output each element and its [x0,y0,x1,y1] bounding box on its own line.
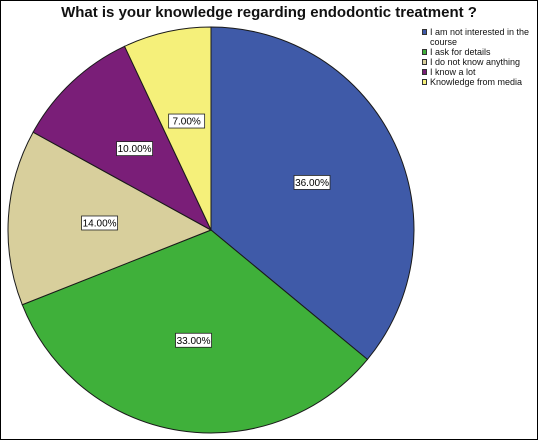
legend-label: I am not interested in the course [430,27,530,47]
legend: I am not interested in the course I ask f… [422,27,534,87]
legend-item: I ask for details [422,47,534,57]
legend-label: I know a lot [430,67,476,77]
slice-data-label: 33.00% [175,332,212,348]
pie-slice [123,26,212,231]
legend-swatch [422,29,427,35]
svg-text:14.00%: 14.00% [83,218,117,229]
legend-item: I am not interested in the course [422,27,534,47]
svg-text:33.00%: 33.00% [177,336,211,347]
chart-title: What is your knowledge regarding endodon… [61,4,477,21]
legend-swatch [422,59,427,65]
slice-data-label: 10.00% [116,141,153,157]
slice-data-label: 36.00% [293,175,331,190]
svg-text:10.00%: 10.00% [118,144,152,155]
legend-swatch [422,69,427,75]
svg-text:7.00%: 7.00% [172,117,200,128]
legend-label: Knowledge from media [430,77,523,87]
legend-swatch [422,79,427,85]
legend-label: I do not know anything [430,57,521,67]
legend-swatch [422,49,427,55]
pie-slice [32,45,213,232]
legend-item: Knowledge from media [422,77,534,87]
legend-label: I ask for details [430,47,491,57]
slice-data-label: 14.00% [81,215,118,231]
legend-item: I know a lot [422,67,534,77]
slice-data-label: 7.00% [168,113,206,129]
legend-item: I do not know anything [422,57,534,67]
pie-slice [210,26,415,361]
svg-text:36.00%: 36.00% [295,178,329,189]
pie-slice [21,229,369,434]
